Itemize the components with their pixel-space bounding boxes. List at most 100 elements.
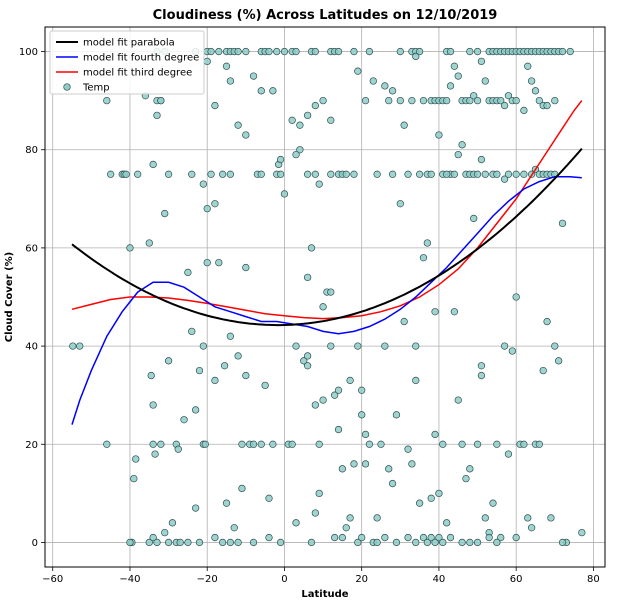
scatter-point	[327, 116, 335, 124]
scatter-point	[558, 47, 567, 56]
scatter-point	[466, 96, 474, 105]
scatter-point	[191, 406, 200, 414]
scatter-point	[558, 538, 567, 547]
scatter-point	[535, 96, 543, 105]
scatter-point	[415, 170, 424, 178]
scatter-point	[415, 499, 424, 507]
legend: model fit parabola model fit fourth degre…	[49, 30, 205, 95]
scatter-point	[211, 533, 219, 542]
scatter-point	[477, 57, 486, 66]
scatter-point	[161, 209, 169, 218]
scatter-point	[201, 440, 209, 448]
scatter-point	[219, 170, 227, 178]
scatter-point	[199, 180, 207, 188]
scatter-point	[404, 170, 412, 178]
scatter-point	[419, 254, 428, 262]
scatter-point	[153, 538, 161, 547]
scatter-point	[342, 524, 350, 532]
scatter-point	[427, 170, 435, 178]
scatter-point	[188, 327, 196, 336]
y-axis-label: Cloud Cover (%)	[4, 252, 15, 342]
scatter-point	[473, 47, 482, 56]
x-ticks: −60 −40 −20 0 20 40 60 80	[42, 567, 600, 585]
scatter-point	[164, 170, 173, 178]
plot-frame	[44, 26, 606, 568]
scatter-point	[365, 440, 374, 448]
scatter-point	[547, 514, 555, 522]
scatter-point	[315, 489, 323, 498]
scatter-point	[303, 352, 312, 360]
scatter-point	[373, 170, 381, 178]
scatter-point	[103, 96, 111, 105]
scatter-point	[122, 170, 130, 178]
scatter-point	[477, 371, 486, 380]
scatter-point	[292, 519, 300, 527]
scatter-point	[412, 376, 420, 385]
scatter-point	[520, 170, 528, 178]
x-tick-label: −60	[42, 574, 63, 585]
scatter-point	[466, 465, 474, 473]
x-tick-label: 20	[355, 574, 368, 585]
scatter-point	[164, 357, 173, 365]
scatter-point	[373, 538, 381, 547]
scatter-point	[450, 170, 459, 178]
scatter-point	[230, 524, 238, 532]
scatter-point	[292, 47, 300, 56]
scatter-point	[358, 533, 366, 542]
y-tick-label: 0	[32, 538, 38, 549]
scatter-point	[543, 101, 551, 110]
scatter-point	[226, 538, 235, 547]
scatter-point	[153, 111, 161, 120]
scatter-point	[222, 62, 231, 70]
scatter-point	[493, 538, 501, 547]
legend-box	[49, 30, 205, 95]
legend-label: model fit fourth degree	[83, 53, 199, 64]
scatter-point	[558, 219, 567, 228]
scatter-point	[473, 170, 482, 178]
scatter-point	[400, 121, 408, 129]
scatter-point	[307, 538, 316, 547]
scatter-point	[174, 445, 182, 453]
scatter-point	[485, 533, 493, 542]
y-tick-label: 100	[19, 47, 38, 58]
scatter-point	[145, 239, 153, 247]
scatter-point	[361, 460, 370, 468]
y-ticks: 0 20 40 60 80 100	[19, 47, 45, 549]
scatter-point	[226, 332, 235, 340]
scatter-point	[134, 170, 142, 178]
scatter-point	[431, 308, 439, 316]
scatter-point	[358, 386, 366, 394]
scatter-point	[149, 401, 157, 409]
scatter-points	[69, 47, 586, 547]
scatter-point	[149, 533, 157, 542]
legend-label: model fit parabola	[83, 38, 175, 49]
scatter-point	[296, 121, 304, 129]
scatter-point	[527, 524, 536, 532]
scatter-point	[296, 146, 304, 154]
scatter-point	[500, 175, 509, 183]
scatter-point	[520, 440, 528, 448]
scatter-point	[334, 425, 343, 434]
scatter-point	[76, 342, 84, 350]
x-tick-label: 60	[510, 574, 523, 585]
scatter-point	[500, 342, 509, 350]
scatter-point	[203, 57, 211, 66]
x-tick-label: 0	[281, 574, 287, 585]
scatter-point	[292, 150, 300, 159]
scatter-point	[524, 62, 532, 70]
scatter-point	[365, 47, 374, 56]
scatter-point	[381, 533, 389, 542]
y-tick-label: 20	[25, 440, 38, 451]
scatter-point	[184, 538, 192, 547]
scatter-point	[249, 72, 258, 80]
scatter-point	[489, 499, 497, 507]
scatter-point	[566, 47, 574, 56]
scatter-point	[342, 170, 350, 178]
scatter-point	[303, 273, 312, 282]
scatter-point	[242, 47, 250, 56]
scatter-point	[242, 131, 250, 139]
scatter-point	[346, 514, 354, 522]
scatter-point	[412, 342, 420, 350]
scatter-point	[396, 96, 404, 105]
